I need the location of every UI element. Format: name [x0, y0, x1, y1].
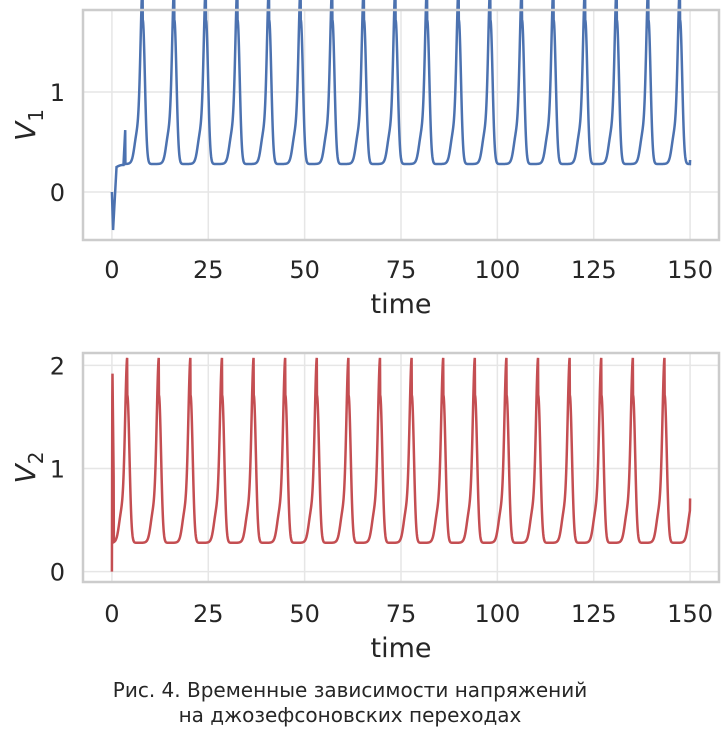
x-tick-label: 125	[571, 256, 617, 284]
voltage-1-chart: 0 25 50 75 100 125 150 01 time V1	[9, 0, 721, 320]
x-tick-label: 100	[474, 600, 520, 628]
y-tick-label: 2	[50, 352, 65, 380]
x-tick-label: 0	[104, 256, 119, 284]
caption-line-1: Рис. 4. Временные зависимости напряжений	[112, 678, 588, 702]
x-tick-label: 150	[667, 256, 713, 284]
x-tick-label: 25	[193, 600, 224, 628]
y-tick-label: 0	[50, 559, 65, 587]
grid	[83, 353, 719, 582]
y-tick-label: 1	[50, 79, 65, 107]
y-tick-label: 0	[50, 179, 65, 207]
x-tick-label: 125	[571, 600, 617, 628]
x-tick-labels: 0 25 50 75 100 125 150	[104, 256, 713, 284]
v1-series-line	[110, 0, 692, 231]
y-tick-label: 1	[50, 456, 65, 484]
x-tick-label: 25	[193, 256, 224, 284]
caption-line-2: на джозефсоновских переходах	[178, 703, 522, 727]
x-tick-label: 75	[386, 600, 417, 628]
y-axis-label-var: V	[9, 120, 42, 141]
x-tick-label: 100	[474, 256, 520, 284]
x-axis-label: time	[370, 289, 431, 320]
y-axis-label: V2	[9, 452, 48, 484]
plot-frame	[81, 351, 721, 584]
y-axis-label-subscript: 2	[24, 452, 48, 465]
v2-series-line	[110, 357, 692, 572]
y-tick-labels: 0 1 2	[50, 352, 65, 586]
y-axis-label-subscript: 1	[24, 109, 48, 122]
y-tick-labels: 01	[50, 79, 65, 207]
plot-frame	[81, 8, 721, 242]
x-tick-label: 75	[386, 256, 417, 284]
x-axis-label: time	[370, 633, 431, 664]
x-tick-labels: 0 25 50 75 100 125 150	[104, 600, 713, 628]
x-tick-label: 50	[289, 600, 320, 628]
figure-caption: Рис. 4. Временные зависимости напряжений…	[0, 678, 700, 728]
x-tick-label: 50	[289, 256, 320, 284]
y-axis-label: V1	[9, 109, 48, 141]
x-tick-label: 0	[104, 600, 119, 628]
y-axis-label-var: V	[9, 462, 42, 483]
x-tick-label: 150	[667, 600, 713, 628]
voltage-2-chart: 0 25 50 75 100 125 150 012 time V2	[9, 351, 721, 664]
